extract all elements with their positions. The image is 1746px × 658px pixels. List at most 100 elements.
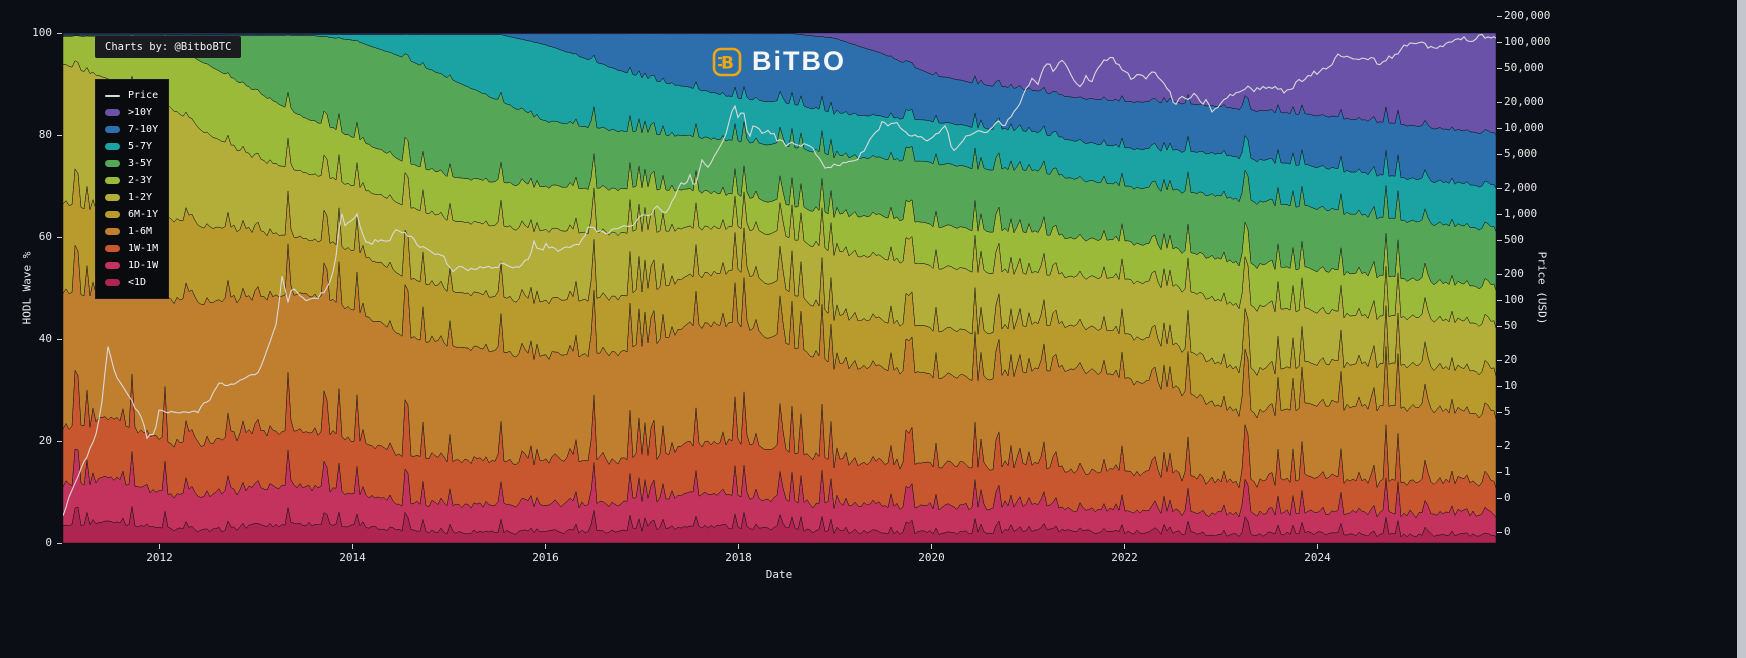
legend-swatch [105, 160, 120, 167]
legend-item[interactable]: 6M-1Y [105, 206, 158, 223]
x-tick: 2016 [532, 551, 559, 564]
y-right-tick: 5 [1504, 404, 1511, 418]
legend-label: 7-10Y [128, 124, 159, 135]
tick-mark [1124, 544, 1126, 549]
tick-mark [1497, 153, 1502, 155]
legend-label: 5-7Y [128, 141, 153, 152]
tick-mark [1497, 41, 1502, 43]
legend-item[interactable]: 1-2Y [105, 189, 158, 206]
band->10Y [63, 33, 1496, 136]
svg-text:B: B [721, 53, 734, 73]
tick-mark [1497, 239, 1502, 241]
legend-swatch [105, 211, 120, 218]
x-tick: 2018 [725, 551, 752, 564]
legend-label: 1-2Y [128, 192, 153, 203]
legend-item[interactable]: 2-3Y [105, 172, 158, 189]
tick-mark [1497, 385, 1502, 387]
tick-mark [159, 544, 161, 549]
y-right-tick: 1,000 [1504, 206, 1538, 220]
legend-swatch [105, 109, 120, 116]
tick-mark [1497, 445, 1502, 447]
legend-item[interactable]: 1-6M [105, 223, 158, 240]
tick-mark [1497, 471, 1502, 473]
legend-item[interactable]: 1W-1M [105, 240, 158, 257]
scrollbar[interactable] [1737, 0, 1746, 658]
y-right-tick: 200,000 [1504, 9, 1551, 23]
tick-mark [57, 237, 62, 238]
y-right-tick: 2 [1504, 438, 1511, 452]
legend-label: 2-3Y [128, 175, 153, 186]
legend-swatch [105, 228, 120, 235]
tick-mark [352, 544, 354, 549]
legend-item[interactable]: >10Y [105, 104, 158, 121]
y-right-tick: 5,000 [1504, 146, 1538, 160]
legend: Price >10Y 7-10Y 5-7Y 3-5Y 2-3Y 1-2Y 6M-1Y 1-6M 1… [95, 79, 170, 299]
legend-swatch [105, 94, 120, 97]
legend-label: 1W-1M [128, 243, 159, 254]
legend-label: <1D [128, 277, 147, 288]
y-right-tick: 100 [1504, 292, 1524, 306]
legend-item[interactable]: 1D-1W [105, 257, 158, 274]
legend-swatch [105, 126, 120, 133]
y-right-tick: 50 [1504, 318, 1518, 332]
tick-mark [57, 339, 62, 340]
legend-swatch [105, 194, 120, 201]
legend-label: Price [128, 90, 159, 101]
legend-swatch [105, 143, 120, 150]
tick-mark [1497, 359, 1502, 361]
chart-plot[interactable] [63, 33, 1496, 543]
tick-mark [931, 544, 933, 549]
y-left-tick: 20 [38, 434, 52, 447]
legend-swatch [105, 245, 120, 252]
legend-item[interactable]: Price [105, 87, 158, 104]
x-tick: 2014 [339, 551, 366, 564]
y-right-tick: 20,000 [1504, 95, 1544, 108]
y-left-tick: 0 [45, 536, 52, 549]
tick-mark [1497, 187, 1502, 189]
x-axis-title: Date [765, 568, 793, 581]
legend-label: 3-5Y [128, 158, 153, 169]
tick-mark [57, 33, 62, 34]
y-right-tick: 0 [1504, 524, 1511, 538]
tick-mark [1317, 544, 1319, 549]
legend-item[interactable]: <1D [105, 274, 158, 291]
y-right-tick: 10 [1504, 378, 1518, 392]
y-right-tick: 50,000 [1504, 60, 1544, 74]
legend-swatch [105, 262, 120, 269]
legend-label: 1D-1W [128, 260, 159, 271]
tick-mark [1497, 67, 1502, 69]
legend-item[interactable]: 7-10Y [105, 121, 158, 138]
y-axis-title-left: HODL Wave % [20, 251, 34, 325]
legend-swatch [105, 279, 120, 286]
y-right-tick: 500 [1504, 232, 1524, 246]
tick-mark [57, 441, 62, 442]
y-right-tick: 2,000 [1504, 180, 1538, 194]
tick-mark [1497, 16, 1502, 18]
tick-mark [57, 543, 62, 544]
watermark: Charts by: @BitboBTC [95, 36, 242, 58]
y-right-tick: 0 [1504, 490, 1511, 504]
tick-mark [1497, 531, 1502, 533]
y-right-tick: 20 [1504, 352, 1518, 366]
tick-mark [738, 544, 740, 549]
y-right-tick: 10,000 [1504, 120, 1544, 134]
legend-item[interactable]: 5-7Y [105, 138, 158, 155]
legend-item[interactable]: 3-5Y [105, 155, 158, 172]
tick-mark [57, 135, 62, 136]
tick-mark [1497, 411, 1502, 413]
bitbo-logo-icon: B [712, 47, 742, 76]
bitbo-logo-text: BiTBO [752, 46, 846, 76]
y-left-tick: 100 [32, 26, 52, 39]
tick-mark [1497, 127, 1502, 129]
tick-mark [1497, 325, 1502, 327]
legend-label: >10Y [128, 107, 153, 118]
x-tick: 2024 [1304, 551, 1331, 564]
y-right-tick: 1 [1504, 464, 1511, 478]
legend-swatch [105, 177, 120, 184]
tick-mark [1497, 273, 1502, 275]
tick-mark [1497, 213, 1502, 215]
y-left-tick: 80 [38, 128, 52, 141]
tick-mark [545, 544, 547, 549]
